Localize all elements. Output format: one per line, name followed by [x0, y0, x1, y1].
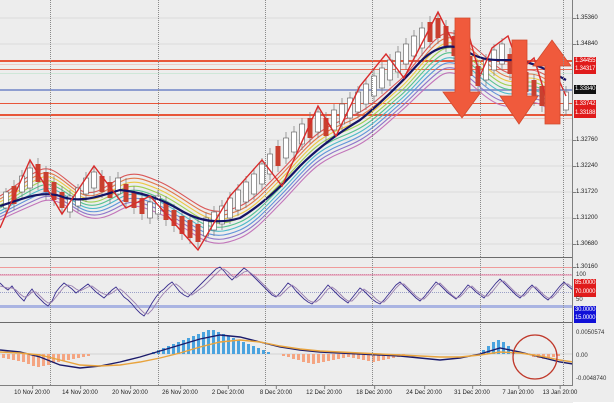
support-line-1: [0, 103, 573, 104]
vgrid-6: [563, 0, 564, 257]
resistance-line-1b: [0, 64, 573, 65]
xlabel-6: 12 Dec 20:00: [306, 385, 342, 396]
osc-vgrid-3: [265, 259, 266, 322]
axis-tick-8: 1.31200: [573, 215, 598, 221]
xlabel-2: 20 Nov 20:00: [112, 385, 148, 396]
panel-separator-1: [0, 257, 614, 258]
axis-tick-6: 1.32240: [573, 163, 598, 169]
xlabel-3: 26 Nov 20:00: [162, 385, 198, 396]
stochastic-series-svg: [0, 266, 573, 317]
up-arrow-1: [532, 39, 572, 125]
xlabel-7: 18 Dec 20:00: [356, 385, 392, 396]
level-30-line: [0, 292, 573, 294]
macd-line: [0, 334, 573, 369]
resistance-line-2b: [0, 73, 573, 74]
xlabel-5: 8 Dec 20:00: [259, 385, 293, 396]
panel-separator-2: [0, 322, 614, 323]
price-tag-support-1: 1.33742: [574, 100, 597, 109]
osc-level-tag-30: 30.0000: [574, 306, 597, 315]
osc-vgrid-5: [480, 259, 481, 322]
axis-tick-5: 1.32760: [573, 137, 598, 143]
guppy-mma-ribbon: [0, 32, 561, 244]
macd-vgrid-1: [50, 324, 51, 385]
xlabel-0: 10 Nov 20:00: [14, 385, 50, 396]
xlabel-11: 13 Jan 20:00: [542, 385, 578, 396]
level-70-line: [0, 274, 573, 276]
price-chart-panel[interactable]: [0, 0, 573, 257]
xlabel-10: 7 Jan 20:00: [502, 385, 534, 396]
macd-vgrid-2: [158, 324, 159, 385]
xlabel-9: 31 Dec 20:00: [454, 385, 490, 396]
price-series-svg: [0, 10, 573, 252]
price-tag-support-2: 1.33188: [574, 109, 597, 118]
resistance-line-2: [0, 69, 573, 70]
osc-level-tag-70: 70.0000: [574, 288, 597, 297]
price-tag-resistance-2: 1.34317: [574, 65, 597, 74]
macd-tick-min: -0.0048740: [576, 376, 607, 382]
price-tag-current: 1.33840: [574, 85, 597, 94]
axis-tick-0: 1.35360: [573, 15, 598, 21]
osc-vgrid-2: [158, 259, 159, 322]
xlabel-4: 2 Dec 20:00: [211, 385, 245, 396]
xlabel-8: 24 Dec 20:00: [406, 385, 442, 396]
down-arrow-1: [442, 17, 482, 119]
macd-histogram: [2, 330, 560, 367]
stochastic-panel[interactable]: [0, 259, 573, 322]
osc-level-tag-85: 85.0000: [574, 279, 597, 288]
support-line-2b: [0, 118, 573, 119]
stoch-k-line: [0, 266, 573, 317]
axis-tick-9: 1.30680: [573, 241, 598, 247]
support-line-2: [0, 114, 573, 116]
osc-vgrid-1: [50, 259, 51, 322]
vgrid-5: [480, 0, 481, 257]
macd-vgrid-5: [480, 324, 481, 385]
level-85-line: [0, 267, 573, 268]
macd-tick-zero: 0.00: [576, 353, 588, 359]
macd-series-svg: [0, 330, 573, 380]
stoch-d-line: [0, 268, 573, 315]
osc-tick-50: 50: [576, 297, 583, 303]
time-axis[interactable]: 10 Nov 20:00 14 Nov 20:00 20 Nov 20:00 2…: [0, 385, 577, 403]
annotation-arrows: [442, 17, 572, 125]
axis-tick-1: 1.34840: [573, 41, 598, 47]
current-price-line: [0, 89, 573, 91]
macd-panel[interactable]: [0, 324, 573, 385]
xlabel-1: 14 Nov 20:00: [62, 385, 98, 396]
candlestick-series: [3, 12, 569, 248]
level-15-band: [0, 305, 573, 308]
macd-vgrid-6: [563, 324, 564, 385]
osc-level-tag-15: 15.0000: [574, 314, 597, 323]
resistance-line-1: [0, 60, 573, 62]
axis-tick-7: 1.31720: [573, 189, 598, 195]
vgrid-3: [265, 0, 266, 257]
macd-vgrid-4: [372, 324, 373, 385]
vgrid-2: [158, 0, 159, 257]
vgrid-1: [50, 0, 51, 257]
osc-vgrid-6: [563, 259, 564, 322]
zigzag-line: [0, 10, 567, 252]
price-axis[interactable]: 1.35360 1.34840 1.32760 1.32240 1.31720 …: [572, 0, 614, 385]
macd-tick-max: 0.0050574: [576, 330, 605, 336]
vgrid-4: [372, 0, 373, 257]
macd-signal-line: [0, 339, 573, 367]
osc-vgrid-4: [372, 259, 373, 322]
down-arrow-2: [499, 39, 539, 125]
axis-tick-10: 1.30160: [573, 264, 598, 270]
price-tag-resistance-1: 1.34455: [574, 57, 597, 66]
osc-tick-100: 100: [576, 272, 587, 278]
macd-vgrid-3: [265, 324, 266, 385]
macd-crossover-highlight: [512, 334, 558, 380]
